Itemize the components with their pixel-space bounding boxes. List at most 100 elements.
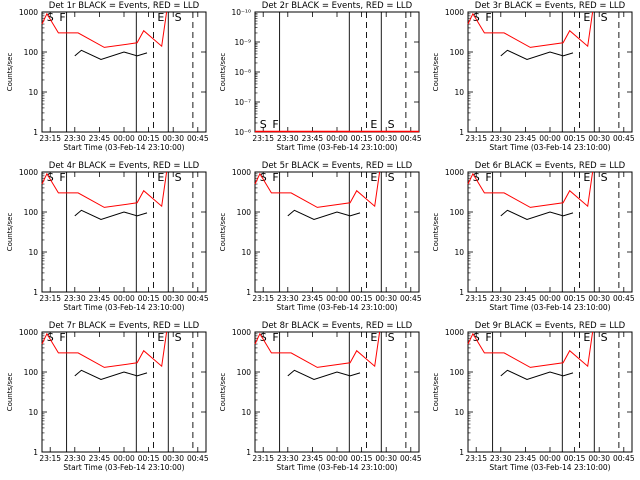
x-tick-label: 00:45: [187, 134, 209, 143]
y-tick-label: 10⁻⁹: [234, 38, 251, 47]
x-tick-label: 00:30: [375, 134, 397, 143]
x-tick-label: 23:30: [277, 454, 299, 463]
series-line: [74, 49, 148, 61]
x-axis-label: Start Time (03-Feb-14 23:10:00): [276, 143, 397, 152]
y-tick-label: 10: [454, 408, 464, 417]
x-tick-label: 00:30: [588, 134, 610, 143]
y-tick-label: 1000: [19, 8, 38, 17]
phase-marker-label: S: [601, 171, 608, 184]
x-axis-label: Start Time (03-Feb-14 23:10:00): [63, 143, 184, 152]
x-tick-label: 23:30: [64, 134, 86, 143]
x-tick-label: 00:00: [113, 454, 135, 463]
phase-marker-label: E: [583, 331, 590, 344]
x-tick-label: 23:45: [302, 454, 324, 463]
y-tick-label: 100: [450, 368, 465, 377]
chart-panel: Det 8r BLACK = Events, RED = LLD Counts/s…: [219, 321, 422, 472]
y-tick-label: 1000: [445, 8, 464, 17]
x-tick-label: 23:15: [39, 134, 61, 143]
chart-panel: Det 2r BLACK = Events, RED = LLD Counts/s…: [219, 1, 422, 152]
y-tick-label: 1000: [19, 168, 38, 177]
phase-marker-label: S: [260, 331, 267, 344]
series-line: [41, 331, 168, 368]
y-axis-label: Counts/sec: [6, 213, 14, 252]
series-line: [467, 11, 594, 48]
phase-marker-label: E: [583, 171, 590, 184]
y-tick-label: 100: [237, 368, 252, 377]
phase-marker-label: F: [485, 171, 491, 184]
x-tick-label: 00:45: [187, 454, 209, 463]
chart-title: Det 7r BLACK = Events, RED = LLD: [49, 321, 200, 331]
chart-panel: Det 4r BLACK = Events, RED = LLD Counts/s…: [6, 161, 209, 312]
x-tick-label: 23:45: [89, 294, 111, 303]
phase-marker-label: S: [175, 171, 182, 184]
y-tick-label: 10⁻⁶: [234, 128, 251, 137]
phase-marker-label: S: [388, 331, 395, 344]
x-axis-label: Start Time (03-Feb-14 23:10:00): [63, 463, 184, 472]
y-tick-label: 10: [241, 248, 251, 257]
x-tick-label: 23:45: [302, 294, 324, 303]
x-tick-label: 00:00: [113, 134, 135, 143]
chart-title: Det 3r BLACK = Events, RED = LLD: [475, 1, 626, 11]
y-axis-label: Counts/sec: [432, 373, 440, 412]
phase-marker-label: S: [47, 331, 54, 344]
x-tick-label: 23:15: [252, 134, 274, 143]
x-tick-label: 23:15: [252, 294, 274, 303]
phase-marker-label: S: [473, 171, 480, 184]
chart-title: Det 6r BLACK = Events, RED = LLD: [475, 161, 626, 171]
x-tick-label: 23:45: [515, 454, 537, 463]
y-tick-label: 100: [237, 208, 252, 217]
x-tick-label: 23:30: [277, 294, 299, 303]
y-tick-label: 100: [450, 208, 465, 217]
x-tick-label: 00:45: [400, 294, 422, 303]
x-tick-label: 00:15: [564, 134, 586, 143]
x-tick-label: 23:30: [490, 454, 512, 463]
y-tick-label: 10: [28, 248, 38, 257]
x-tick-label: 00:15: [564, 294, 586, 303]
phase-marker-label: F: [59, 171, 65, 184]
chart-title: Det 2r BLACK = Events, RED = LLD: [262, 1, 413, 11]
y-tick-label: 10⁻¹⁰: [231, 8, 251, 17]
y-tick-label: 100: [450, 48, 465, 57]
chart-panel: Det 5r BLACK = Events, RED = LLD Counts/s…: [219, 161, 422, 312]
series-line: [467, 331, 594, 368]
x-tick-label: 00:15: [351, 134, 373, 143]
x-tick-label: 23:30: [277, 134, 299, 143]
phase-marker-label: E: [157, 331, 164, 344]
x-tick-label: 23:15: [252, 454, 274, 463]
y-tick-label: 100: [24, 208, 39, 217]
y-tick-label: 10⁻⁸: [234, 68, 251, 77]
y-tick-label: 10: [454, 88, 464, 97]
series-line: [500, 209, 574, 221]
x-tick-label: 23:45: [515, 294, 537, 303]
x-tick-label: 23:30: [64, 454, 86, 463]
x-tick-label: 23:15: [39, 454, 61, 463]
y-tick-label: 10: [454, 248, 464, 257]
series-line: [41, 171, 168, 208]
y-tick-label: 1: [33, 448, 38, 457]
chart-title: Det 1r BLACK = Events, RED = LLD: [49, 1, 200, 11]
y-tick-label: 100: [24, 48, 39, 57]
phase-marker-label: E: [370, 171, 377, 184]
x-tick-label: 00:15: [351, 294, 373, 303]
y-axis-label: Counts/sec: [432, 213, 440, 252]
phase-marker-label: F: [485, 331, 491, 344]
series-line: [254, 331, 381, 368]
x-tick-label: 00:00: [326, 294, 348, 303]
x-tick-label: 00:15: [138, 454, 160, 463]
y-tick-label: 1000: [19, 328, 38, 337]
x-tick-label: 00:45: [187, 294, 209, 303]
y-tick-label: 10: [28, 408, 38, 417]
x-tick-label: 00:00: [539, 454, 561, 463]
chart-panel: Det 9r BLACK = Events, RED = LLD Counts/s…: [432, 321, 635, 472]
x-tick-label: 00:00: [539, 134, 561, 143]
y-axis-label: Counts/sec: [219, 213, 227, 252]
y-tick-label: 1: [33, 288, 38, 297]
x-tick-label: 00:30: [162, 454, 184, 463]
x-tick-label: 00:30: [588, 454, 610, 463]
x-tick-label: 00:45: [613, 134, 635, 143]
chart-panel: Det 1r BLACK = Events, RED = LLD Counts/s…: [6, 1, 209, 152]
phase-marker-label: S: [601, 11, 608, 24]
y-tick-label: 1000: [445, 168, 464, 177]
x-tick-label: 23:15: [465, 454, 487, 463]
